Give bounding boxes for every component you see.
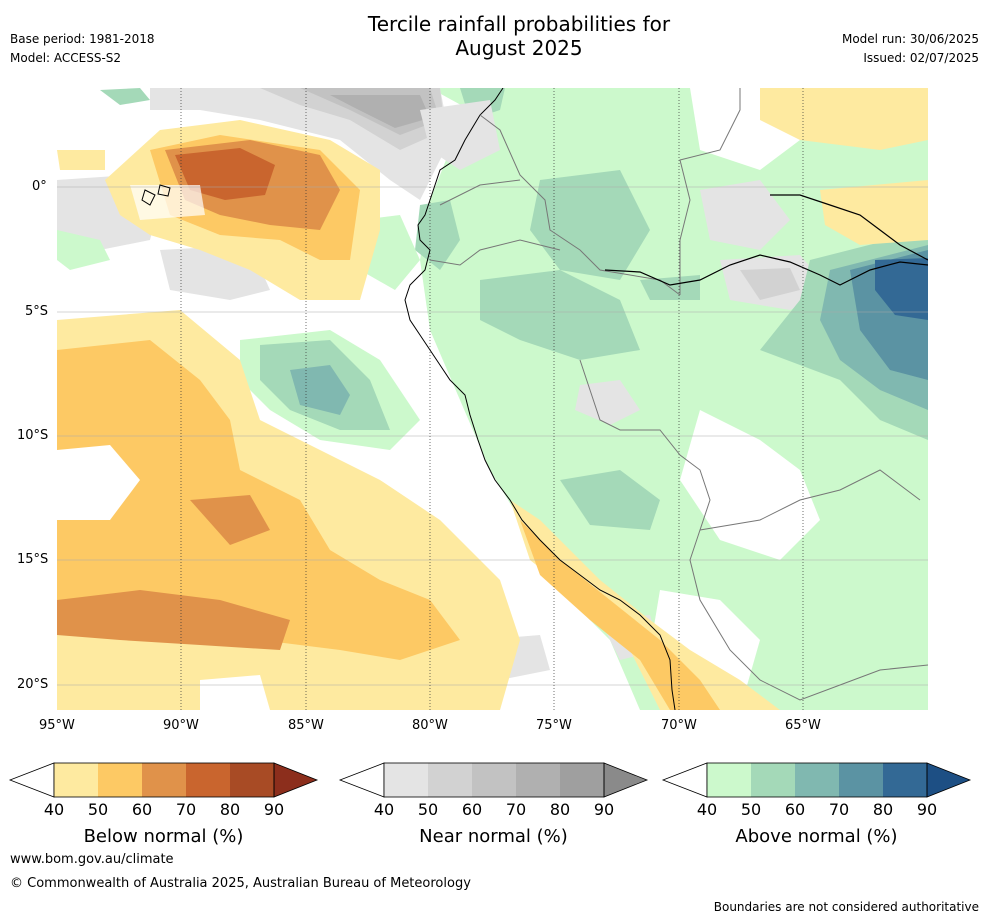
colorbar-below (8, 762, 319, 798)
above-normal-label: Above normal (%) (735, 826, 898, 847)
lon-label-70w: 70°W (661, 718, 697, 733)
website-link[interactable]: www.bom.gov.au/climate (10, 852, 174, 867)
below-tick: 40 (43, 800, 65, 819)
above-tick: 40 (696, 800, 718, 819)
rivers (604, 194, 928, 286)
country-borders (429, 88, 928, 701)
below-tick: 50 (87, 800, 109, 819)
lon-label-75w: 75°W (536, 718, 572, 733)
lon-label-65w: 65°W (785, 718, 821, 733)
lon-label-80w: 80°W (412, 718, 448, 733)
lat-label-15s: 15°S (17, 552, 49, 567)
near-tick: 50 (417, 800, 439, 819)
above-tick: 50 (740, 800, 762, 819)
probability-field (57, 88, 928, 710)
colorbar-above (661, 762, 972, 798)
base-period: Base period: 1981-2018 (10, 32, 155, 46)
gridlines (57, 186, 928, 686)
lon-label-90w: 90°W (163, 718, 199, 733)
lon-label-95w: 95°W (39, 718, 75, 733)
below-tick: 90 (263, 800, 285, 819)
disclaimer-text: Boundaries are not considered authoritat… (713, 900, 979, 914)
lat-label-5s: 5°S (25, 304, 49, 319)
model-name: Model: ACCESS-S2 (10, 51, 122, 65)
title-line-2: August 2025 (455, 36, 583, 60)
colorbar-near (338, 762, 649, 798)
lon-label-85w: 85°W (288, 718, 324, 733)
below-tick: 80 (219, 800, 241, 819)
map-title: Tercile rainfall probabilities for Augus… (0, 12, 988, 60)
lat-label-10s: 10°S (17, 428, 49, 443)
above-tick: 60 (784, 800, 806, 819)
above-tick: 80 (872, 800, 894, 819)
lat-label-0: 0° (32, 179, 47, 194)
model-run: Model run: 30/06/2025 (841, 32, 979, 46)
near-tick: 90 (593, 800, 615, 819)
coastline (141, 88, 676, 710)
above-tick: 90 (916, 800, 938, 819)
above-tick: 70 (828, 800, 850, 819)
below-tick: 70 (175, 800, 197, 819)
issued-date: Issued: 02/07/2025 (863, 51, 979, 65)
near-normal-label: Near normal (%) (419, 826, 568, 847)
lat-label-20s: 20°S (17, 677, 49, 692)
below-tick: 60 (131, 800, 153, 819)
near-tick: 40 (373, 800, 395, 819)
copyright-text: © Commonwealth of Australia 2025, Austra… (10, 876, 471, 891)
title-line-1: Tercile rainfall probabilities for (367, 12, 671, 36)
near-tick: 60 (461, 800, 483, 819)
near-tick: 70 (505, 800, 527, 819)
below-normal-label: Below normal (%) (83, 826, 244, 847)
near-tick: 80 (549, 800, 571, 819)
